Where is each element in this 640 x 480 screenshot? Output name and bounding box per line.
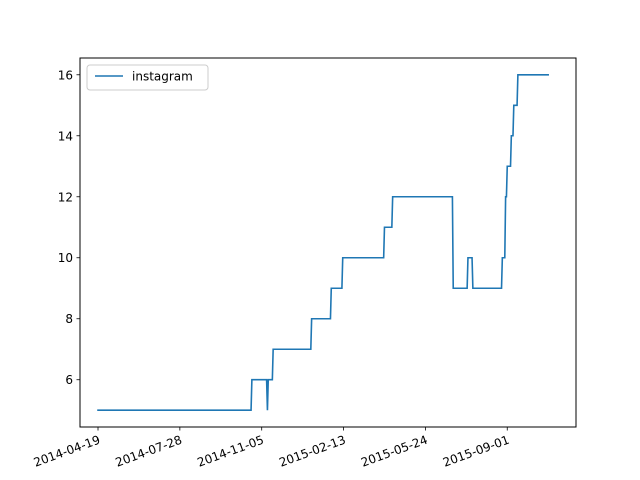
y-tick-label: 12 bbox=[58, 190, 73, 204]
y-tick-label: 16 bbox=[58, 68, 73, 82]
y-tick-label: 10 bbox=[58, 251, 73, 265]
y-tick-label: 6 bbox=[65, 373, 73, 387]
y-tick-label: 8 bbox=[65, 312, 73, 326]
series-line-instagram bbox=[97, 73, 549, 412]
plot-area bbox=[80, 58, 576, 427]
plot-frame bbox=[79, 57, 577, 428]
legend: instagram bbox=[86, 64, 209, 91]
legend-label-instagram: instagram bbox=[132, 70, 193, 84]
legend-box bbox=[86, 64, 209, 91]
y-tick-label: 14 bbox=[58, 129, 73, 143]
series-layer bbox=[97, 73, 549, 412]
